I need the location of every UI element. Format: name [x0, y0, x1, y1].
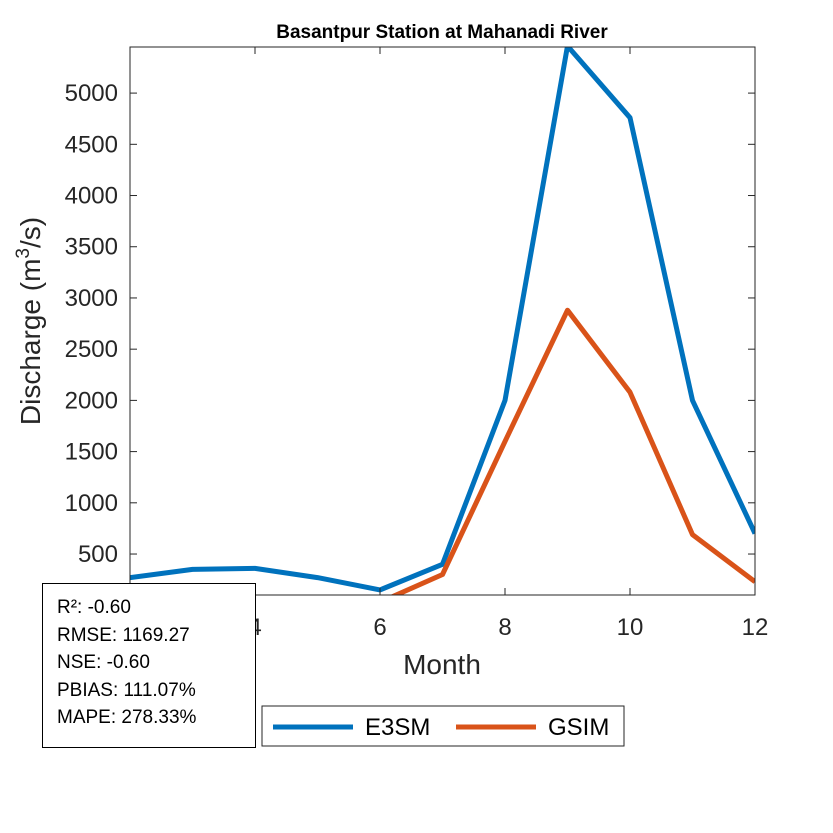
y-tick-label: 2000 — [65, 387, 118, 414]
y-tick-label: 3500 — [65, 234, 118, 261]
x-tick-label: 6 — [373, 614, 386, 641]
metric-r2: R²: -0.60 — [57, 597, 131, 618]
series-line-e3sm — [130, 47, 755, 593]
x-tick-label: 10 — [617, 614, 644, 641]
y-tick-label: 2500 — [65, 336, 118, 363]
y-tick-label: 4000 — [65, 183, 118, 210]
x-tick-label: 12 — [742, 614, 769, 641]
y-tick-label: 500 — [78, 541, 118, 568]
legend: E3SM GSIM — [261, 705, 625, 747]
chart-title: Basantpur Station at Mahanadi River — [276, 22, 608, 43]
metrics-box: R²: -0.60 RMSE: 1169.27 NSE: -0.60 PBIAS… — [42, 583, 256, 748]
metric-rmse: RMSE: 1169.27 — [57, 624, 190, 646]
y-tick-label: 1000 — [65, 490, 118, 517]
y-tick-label: 3000 — [65, 285, 118, 312]
metric-nse: NSE: -0.60 — [57, 652, 150, 673]
y-tick-label: 5000 — [65, 80, 118, 107]
y-tick-label: 4500 — [65, 131, 118, 158]
metric-mape: MAPE: 278.33% — [57, 707, 197, 728]
x-tick-label: 8 — [498, 614, 511, 641]
y-axis-label: Discharge (m3/s) — [13, 217, 46, 425]
legend-label-gsim: GSIM — [548, 714, 609, 741]
legend-label-e3sm: E3SM — [365, 714, 430, 741]
x-axis-label: Month — [403, 649, 481, 680]
series-line-gsim — [390, 307, 755, 595]
plot-area-frame — [129, 46, 756, 596]
metric-pbias: PBIAS: 111.07% — [57, 679, 196, 701]
y-tick-label: 1500 — [65, 439, 118, 466]
